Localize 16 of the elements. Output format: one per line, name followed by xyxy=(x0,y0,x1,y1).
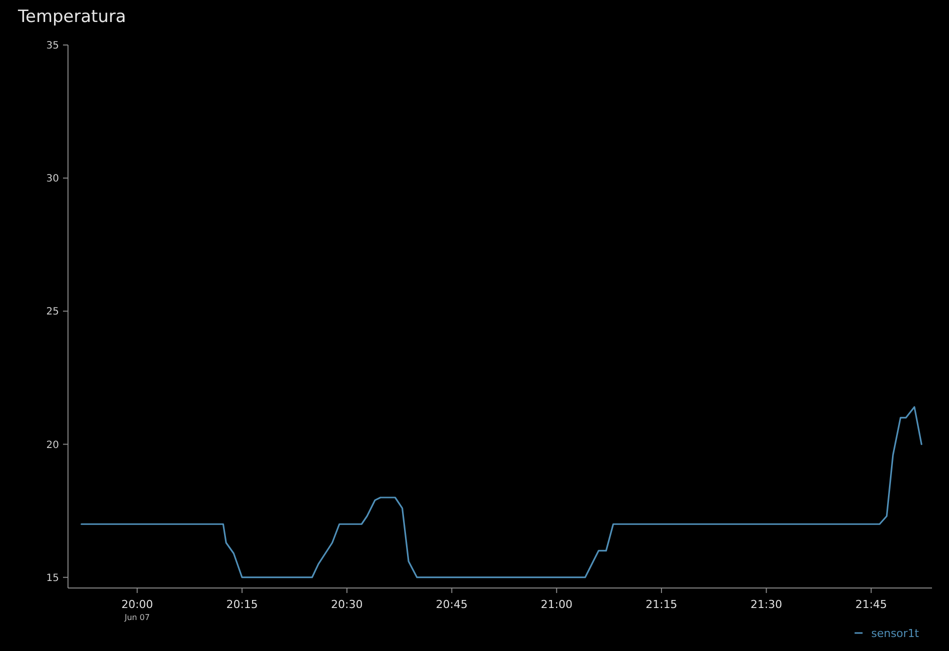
y-tick-label: 20 xyxy=(46,440,59,451)
y-tick-label: 15 xyxy=(46,572,59,584)
x-tick-label: 20:00 Jun 07 xyxy=(121,598,154,622)
y-tick-label: 35 xyxy=(46,40,59,52)
line-series xyxy=(80,406,922,578)
x-tick-label: 21:45 xyxy=(855,598,888,611)
legend-label: sensor1t xyxy=(871,627,920,640)
chart-title: Temperatura xyxy=(17,7,126,27)
x-tick-label: 20:45 xyxy=(436,598,468,611)
y-tick-label: 30 xyxy=(46,174,59,185)
x-tick-label: 21:15 xyxy=(646,598,678,611)
y-tick-label: 25 xyxy=(46,306,59,318)
x-tick-label: 20:30 xyxy=(331,598,363,611)
x-tick-label: 21:30 xyxy=(750,598,782,611)
x-tick-label: 21:00 xyxy=(540,598,572,611)
x-tick-label: 20:15 xyxy=(226,598,258,611)
